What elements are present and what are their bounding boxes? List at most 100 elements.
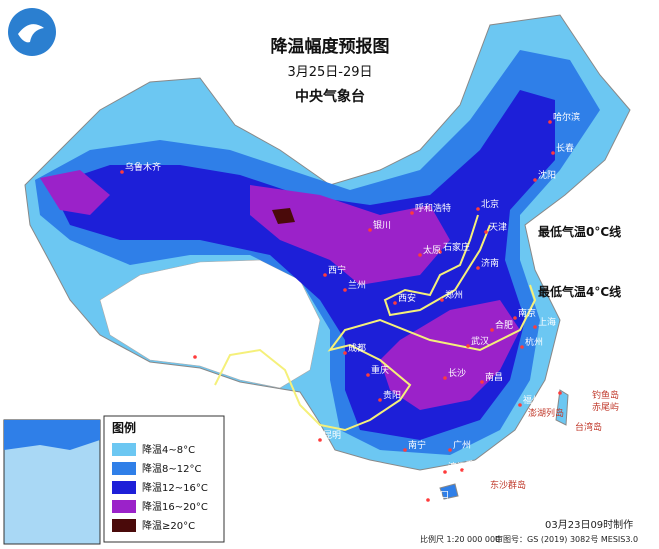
scale: 比例尺 1:20 000 000 bbox=[420, 534, 500, 544]
inset-land bbox=[4, 420, 100, 450]
legend-label: 降温16~20°C bbox=[142, 500, 208, 513]
island-label: 钓鱼岛 bbox=[592, 389, 619, 401]
city-label: 郑州 bbox=[445, 289, 463, 301]
city-label: 西安 bbox=[398, 292, 416, 304]
logo bbox=[8, 8, 56, 56]
city-dot bbox=[438, 250, 442, 254]
city-label: 南宁 bbox=[408, 439, 426, 451]
city-dot bbox=[368, 228, 372, 232]
city-label: 石家庄 bbox=[443, 241, 470, 253]
city-label: 南京 bbox=[518, 307, 536, 319]
city-label: 济南 bbox=[481, 257, 499, 269]
city-dot bbox=[410, 211, 414, 215]
city-dot bbox=[513, 316, 517, 320]
city-dot bbox=[318, 438, 322, 442]
city-dot bbox=[323, 273, 327, 277]
city-label: 上海 bbox=[538, 316, 556, 328]
hainan bbox=[439, 483, 459, 500]
city-label: 银川 bbox=[373, 219, 391, 231]
area-cooling-16-20 bbox=[40, 170, 110, 215]
city-label: 重庆 bbox=[371, 364, 389, 376]
city-label: 沈阳 bbox=[538, 169, 556, 181]
city-dot bbox=[476, 207, 480, 211]
legend-label: 降温8~12°C bbox=[142, 462, 201, 475]
city-dot bbox=[533, 325, 537, 329]
city-label: 成都 bbox=[348, 342, 366, 354]
legend-label: 降温12~16°C bbox=[142, 481, 208, 494]
area-cooling-20-plus bbox=[272, 208, 295, 224]
city-dot bbox=[551, 151, 555, 155]
city-dot bbox=[448, 448, 452, 452]
city-dot bbox=[343, 288, 347, 292]
city-label: 拉萨 bbox=[198, 346, 216, 358]
city-label: 海口 bbox=[431, 489, 449, 501]
city-label: 合肥 bbox=[495, 319, 513, 331]
review-number: 审图号：GS (2019) 3082号 MESIS3.0 bbox=[495, 534, 638, 544]
city-label: 长沙 bbox=[448, 367, 466, 379]
city-dot bbox=[418, 253, 422, 257]
issue-time: 03月23日09时制作 bbox=[545, 518, 633, 531]
city-label: 福州 bbox=[523, 394, 541, 406]
city-dot bbox=[518, 403, 522, 407]
city-label: 香港 bbox=[465, 459, 483, 471]
legend-swatch bbox=[112, 500, 136, 513]
city-label: 天津 bbox=[489, 222, 507, 233]
legend-swatch bbox=[112, 462, 136, 475]
city-label: 杭州 bbox=[525, 336, 543, 348]
date-range: 3月25日-29日 bbox=[287, 65, 372, 80]
city-label: 台北 bbox=[563, 382, 581, 394]
city-label: 乌鲁木齐 bbox=[125, 161, 161, 173]
city-dot bbox=[378, 398, 382, 402]
city-label: 贵阳 bbox=[383, 389, 401, 401]
legend-items: 降温4~8°C 降温8~12°C 降温12~16°C 降温16~20°C 降温≥20°C bbox=[112, 443, 208, 532]
city-label: 广州 bbox=[453, 439, 471, 451]
china-map bbox=[24, 14, 631, 500]
city-dot bbox=[440, 298, 444, 302]
city-dot bbox=[466, 344, 470, 348]
city-dot bbox=[548, 120, 552, 124]
agency: 中央气象台 bbox=[295, 88, 365, 105]
city-dot bbox=[403, 448, 407, 452]
legend-title: 图例 bbox=[112, 420, 136, 435]
city-dot bbox=[426, 498, 430, 502]
isotherm-4c bbox=[214, 284, 537, 432]
legend-swatch bbox=[112, 519, 136, 532]
city-dot bbox=[480, 380, 484, 384]
city-label: 武汉 bbox=[471, 335, 489, 347]
legend-label: 降温4~8°C bbox=[142, 443, 195, 456]
isotherm-0c bbox=[383, 214, 491, 317]
city-label: 呼和浩特 bbox=[415, 202, 451, 214]
logo-mark bbox=[18, 24, 44, 43]
city-dot bbox=[443, 376, 447, 380]
island-label: 台湾岛 bbox=[575, 421, 602, 433]
area-cooling-16-20 bbox=[250, 185, 450, 285]
city-dot bbox=[366, 373, 370, 377]
city-dot bbox=[490, 328, 494, 332]
annotation: 最低气温4°C线 bbox=[538, 284, 621, 299]
city-dot bbox=[443, 470, 447, 474]
city-label: 南昌 bbox=[485, 371, 503, 383]
taiwan bbox=[555, 389, 569, 426]
island-label: 东沙群岛 bbox=[490, 479, 526, 491]
legend: 图例 降温4~8°C 降温8~12°C 降温12~16°C 降温16~20°C 降温≥2… bbox=[103, 415, 225, 543]
city-label: 北京 bbox=[481, 198, 499, 210]
annotation: 最低气温0°C线 bbox=[538, 224, 621, 239]
city-label: 太原 bbox=[423, 244, 441, 256]
city-dot bbox=[558, 391, 562, 395]
city-dot bbox=[476, 266, 480, 270]
city-dot bbox=[393, 301, 397, 305]
island-label: 赤尾屿 bbox=[592, 402, 619, 413]
city-dot bbox=[520, 345, 524, 349]
city-dot bbox=[343, 351, 347, 355]
city-label: 澳门 bbox=[448, 461, 466, 473]
city-dot bbox=[120, 170, 124, 174]
city-label: 昆明 bbox=[323, 430, 341, 441]
legend-swatch bbox=[112, 481, 136, 494]
city-dot bbox=[193, 355, 197, 359]
island-label: 澎湖列岛 bbox=[528, 407, 564, 419]
legend-label: 降温≥20°C bbox=[142, 519, 195, 532]
legend-swatch bbox=[112, 443, 136, 456]
